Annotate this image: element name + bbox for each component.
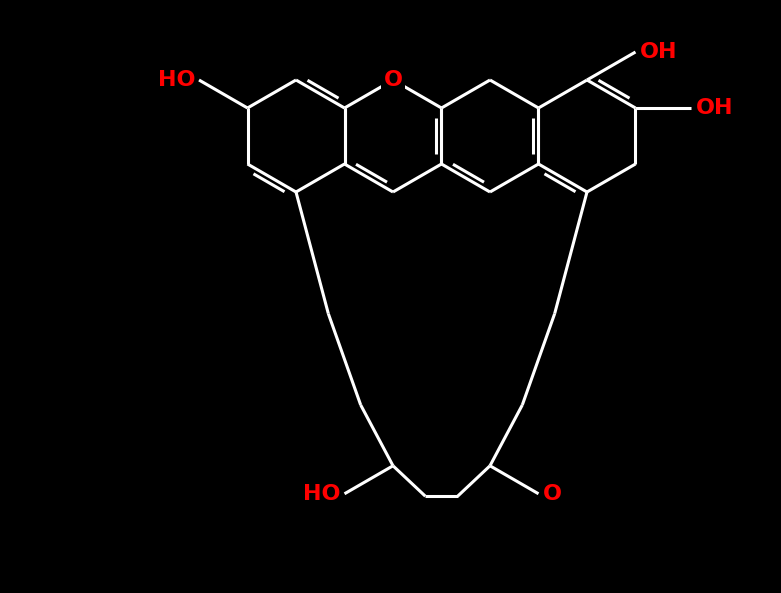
Text: HO: HO bbox=[158, 70, 195, 90]
Text: HO: HO bbox=[303, 484, 341, 504]
Text: O: O bbox=[383, 70, 402, 90]
Text: OH: OH bbox=[696, 98, 733, 118]
Text: OH: OH bbox=[640, 42, 677, 62]
Text: O: O bbox=[543, 484, 562, 504]
